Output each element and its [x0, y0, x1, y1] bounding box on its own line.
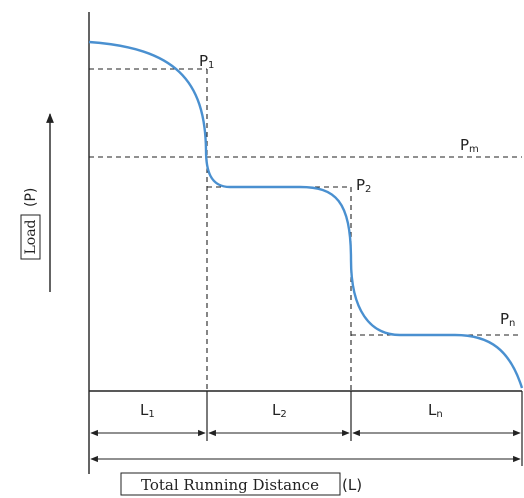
svg-text:Load: Load — [23, 219, 39, 254]
svg-text:(P): (P) — [23, 188, 39, 207]
svg-text:Total Running Distance: Total Running Distance — [141, 476, 319, 494]
x-axis-label: Total Running Distance (L) — [120, 472, 362, 496]
y-axis-label-box — [20, 214, 41, 260]
p1-label: P1 — [199, 52, 214, 71]
pn-label: Pn — [500, 310, 515, 329]
x-axis-label-box — [120, 472, 341, 496]
pm-label: Pm — [460, 136, 479, 155]
segment-dimension-arrows — [90, 429, 521, 463]
svg-text:(L): (L) — [342, 476, 362, 494]
p2-label: P2 — [356, 176, 371, 195]
y-axis-label: Load (P) — [20, 188, 41, 260]
ln-label: Ln — [428, 401, 443, 420]
segment-boundaries — [206, 391, 523, 466]
dashed-reference-lines — [89, 68, 522, 391]
l2-label: L2 — [272, 401, 287, 420]
l1-label: L1 — [140, 401, 155, 420]
load-curve — [88, 40, 524, 389]
